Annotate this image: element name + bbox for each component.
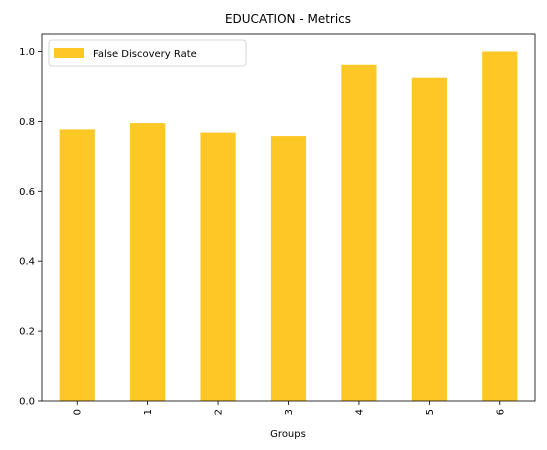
x-tick-label: 4 xyxy=(354,409,365,415)
x-axis-label: Groups xyxy=(270,429,306,440)
x-tick-label: 0 xyxy=(73,409,84,415)
legend: False Discovery Rate xyxy=(48,39,247,67)
chart-title: EDUCATION - Metrics xyxy=(225,12,351,26)
y-tick-label: 0.0 xyxy=(19,397,35,408)
plot-area: 0 1 2 3 4 5 6 0.0 0.2 0.4 0.6 0.8 1.0 xyxy=(19,47,518,415)
bar-1 xyxy=(130,123,166,401)
bar-0 xyxy=(59,129,95,402)
bar-2 xyxy=(200,132,236,401)
x-tick-label: 6 xyxy=(495,409,506,415)
bar-6 xyxy=(482,51,518,401)
bar-4 xyxy=(341,64,377,401)
bar-3 xyxy=(270,136,307,401)
y-tick-label: 0.2 xyxy=(19,327,35,338)
legend-label: False Discovery Rate xyxy=(93,49,197,60)
x-tick-label: 1 xyxy=(143,409,154,415)
y-tick-label: 0.6 xyxy=(19,187,35,198)
x-tick-label: 5 xyxy=(425,409,436,415)
plot-frame xyxy=(41,33,536,402)
legend-box xyxy=(48,39,247,67)
y-tick-label: 0.8 xyxy=(19,117,35,128)
y-tick-label: 1.0 xyxy=(19,47,35,58)
legend-swatch xyxy=(54,48,84,58)
x-tick-label: 2 xyxy=(214,409,225,415)
bar-5 xyxy=(411,77,447,401)
x-tick-label: 3 xyxy=(284,409,295,415)
y-tick-label: 0.4 xyxy=(19,257,35,268)
